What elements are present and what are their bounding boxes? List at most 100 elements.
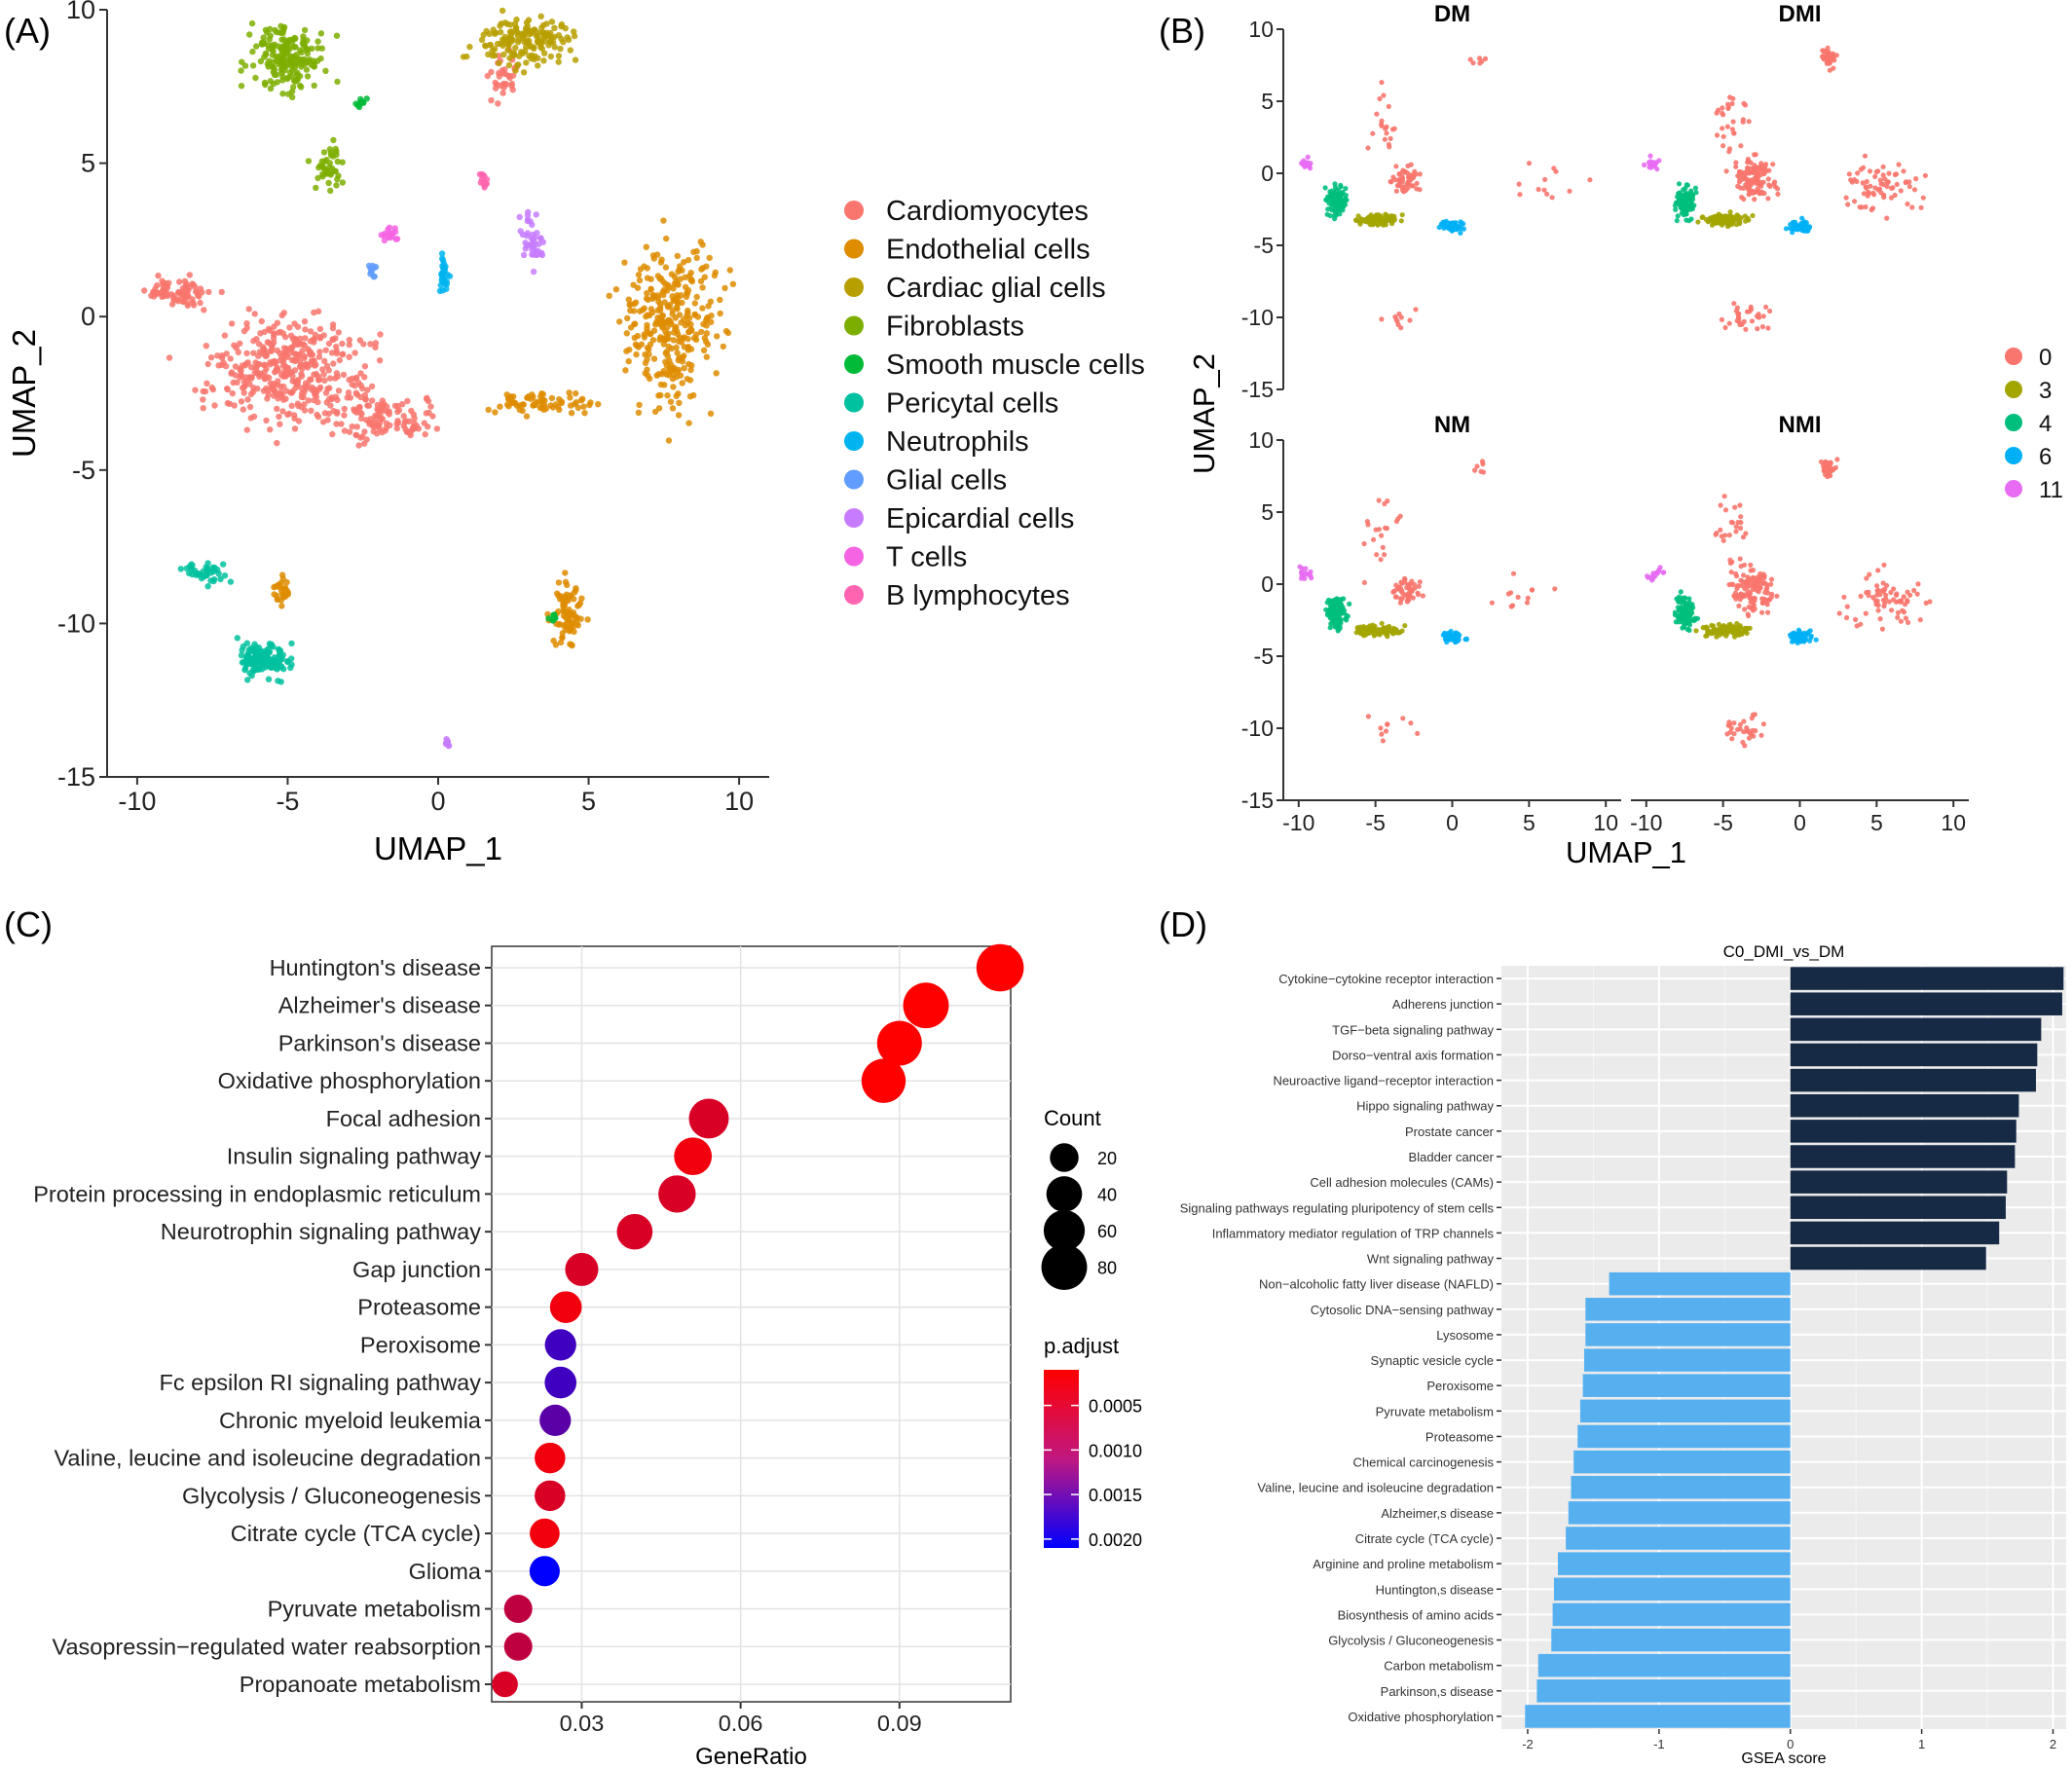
x-tick-label: 0.09 [877, 1711, 922, 1736]
cell-point [612, 286, 620, 293]
cell-point [1409, 174, 1415, 180]
cell-point [584, 616, 591, 623]
cell-point [1831, 65, 1836, 71]
cell-point [574, 622, 581, 629]
bar [1585, 1298, 1791, 1321]
cell-point [1672, 609, 1678, 615]
cell-point [1649, 577, 1655, 583]
cell-point [358, 98, 365, 105]
cell-point [394, 408, 401, 416]
cell-point [551, 33, 558, 41]
cell-point [1905, 589, 1910, 595]
bar [1790, 1170, 2008, 1194]
cell-point [1735, 311, 1741, 317]
cell-point [274, 439, 280, 447]
cell-point [281, 588, 289, 596]
cell-point [1402, 168, 1408, 174]
cell-point [519, 407, 526, 415]
cell-point [359, 385, 366, 392]
cell-point [726, 267, 733, 274]
cell-point [283, 372, 290, 379]
cell-point [168, 301, 176, 308]
cell-point [438, 250, 446, 257]
cell-point [500, 90, 506, 96]
cell-point [201, 573, 207, 580]
cell-point [567, 610, 574, 617]
cell-point [368, 383, 376, 390]
cell-point [567, 641, 574, 647]
cell-point [246, 403, 254, 411]
panel-c-dotplot: Huntington's disease Alzheimer's disease P… [33, 943, 1142, 1768]
cell-point [1883, 592, 1889, 598]
cell-point [1746, 191, 1752, 197]
cell-point [631, 320, 639, 327]
cell-point [295, 402, 302, 409]
color-legend-label: 0.0020 [1089, 1530, 1142, 1550]
cell-point [1402, 623, 1408, 629]
cell-point [1857, 204, 1863, 210]
cell-point [427, 403, 434, 410]
cell-point [1393, 316, 1399, 322]
cell-point [684, 336, 691, 343]
cell-point [1729, 100, 1735, 107]
cell-point [330, 360, 337, 367]
cell-point [1889, 608, 1895, 613]
cell-point [1410, 183, 1416, 189]
legend-label: 6 [2039, 444, 2052, 470]
cell-point [682, 274, 688, 280]
panel-label-c: (C) [4, 904, 53, 944]
cell-point [670, 337, 677, 344]
cell-point [1845, 202, 1851, 207]
cell-point [625, 296, 632, 303]
cell-point [243, 320, 250, 327]
cell-point [1365, 629, 1371, 635]
cell-point [1376, 627, 1382, 633]
cell-point [1340, 203, 1347, 209]
cell-point [1408, 162, 1414, 167]
cell-point [1549, 195, 1555, 201]
cell-point [196, 293, 203, 300]
size-legend-dot [1043, 1209, 1086, 1252]
cell-point [226, 400, 234, 408]
cell-point [1714, 132, 1720, 138]
cell-point [246, 374, 253, 381]
cell-point [391, 402, 399, 410]
cell-point [1715, 215, 1720, 221]
cell-point [498, 28, 504, 36]
cell-point [1858, 621, 1864, 627]
cell-point [1743, 531, 1749, 536]
term-label: Peroxisome [360, 1332, 481, 1357]
cell-point [685, 420, 692, 426]
bar [1553, 1577, 1791, 1602]
cell-point [466, 43, 473, 51]
cell-point [1923, 600, 1929, 607]
cell-point [505, 61, 513, 69]
cell-point [415, 425, 423, 432]
dot [565, 1252, 599, 1286]
cell-point [1400, 716, 1406, 721]
x-tick-label: 2 [2050, 1737, 2056, 1751]
cell-point [1337, 211, 1343, 217]
cell-point [645, 372, 651, 379]
cell-point [1714, 110, 1720, 116]
cell-point [204, 360, 211, 368]
cell-point [1737, 726, 1743, 732]
cell-point [1739, 631, 1745, 637]
cell-point [500, 51, 507, 58]
cell-point [1379, 123, 1385, 129]
cell-point [1918, 204, 1924, 210]
cell-point [295, 341, 302, 349]
cell-point [573, 389, 579, 397]
y-tick-label: -15 [1241, 788, 1274, 813]
cell-point [217, 575, 224, 582]
cell-point [1821, 48, 1827, 55]
cell-point [1863, 610, 1868, 616]
cell-point [324, 417, 331, 424]
cell-point [1651, 164, 1658, 169]
cell-point [543, 29, 550, 36]
category-label: Chemical carcinogenesis [1352, 1455, 1494, 1470]
cell-point [1823, 459, 1829, 464]
cell-point [339, 340, 346, 348]
cell-point [293, 52, 300, 58]
cell-point [1879, 626, 1885, 632]
